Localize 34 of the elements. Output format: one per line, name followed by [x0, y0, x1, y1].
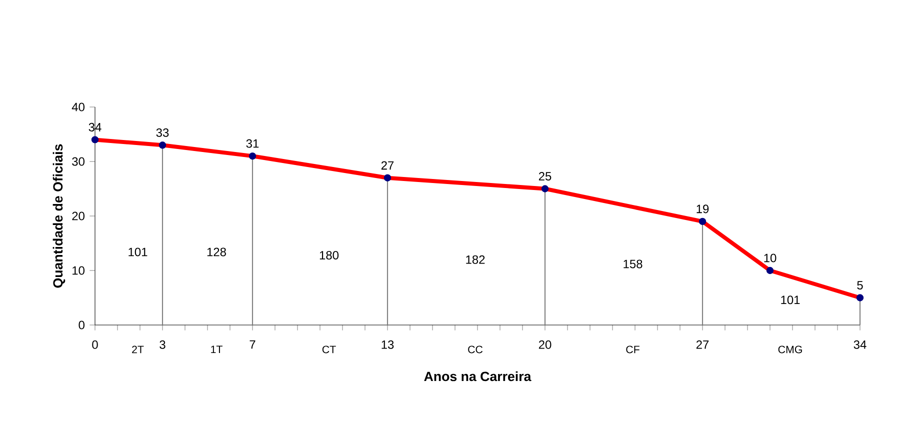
data-label: 25 — [538, 172, 552, 180]
text: CMG — [778, 346, 802, 354]
data-label: 34 — [88, 122, 102, 132]
y-tick-label: 30 — [72, 157, 84, 166]
y-tick-label: 20 — [72, 212, 84, 220]
x-tick-label: 20 — [538, 340, 552, 349]
annotation: 158 — [624, 260, 642, 268]
data-label: 5 — [857, 281, 863, 290]
text: 1T — [211, 346, 222, 354]
data-label: 19 — [696, 204, 709, 214]
data-label: 31 — [246, 139, 259, 148]
y-tick-label: 0 — [78, 320, 84, 330]
x-tick-label: 7 — [250, 340, 256, 349]
x-tick-label: 13 — [382, 340, 394, 349]
annotation: 128 — [207, 248, 226, 256]
data-label: 33 — [156, 128, 169, 137]
annotation: 101 — [128, 248, 148, 256]
x-tick-label: 3 — [160, 340, 166, 349]
text: CT — [322, 346, 336, 354]
text: 2T — [132, 346, 144, 354]
annotation: 180 — [320, 250, 339, 260]
x-tick-label: 27 — [696, 340, 709, 349]
y-tick-label: 10 — [72, 266, 84, 275]
data-label: 27 — [381, 161, 394, 170]
annotation: 182 — [466, 255, 485, 264]
text: CC — [468, 346, 483, 354]
text: CF — [626, 346, 640, 354]
y-tick-label: 40 — [72, 102, 84, 112]
x-tick-label: 0 — [92, 340, 98, 349]
data-label: 10 — [764, 254, 776, 262]
x-axis-title: Anos na Carreira — [424, 371, 532, 382]
x-tick-label: 34 — [854, 340, 866, 349]
annotation: 101 — [781, 296, 800, 304]
y-axis-title: Quantidade de Oficiais — [52, 144, 66, 288]
